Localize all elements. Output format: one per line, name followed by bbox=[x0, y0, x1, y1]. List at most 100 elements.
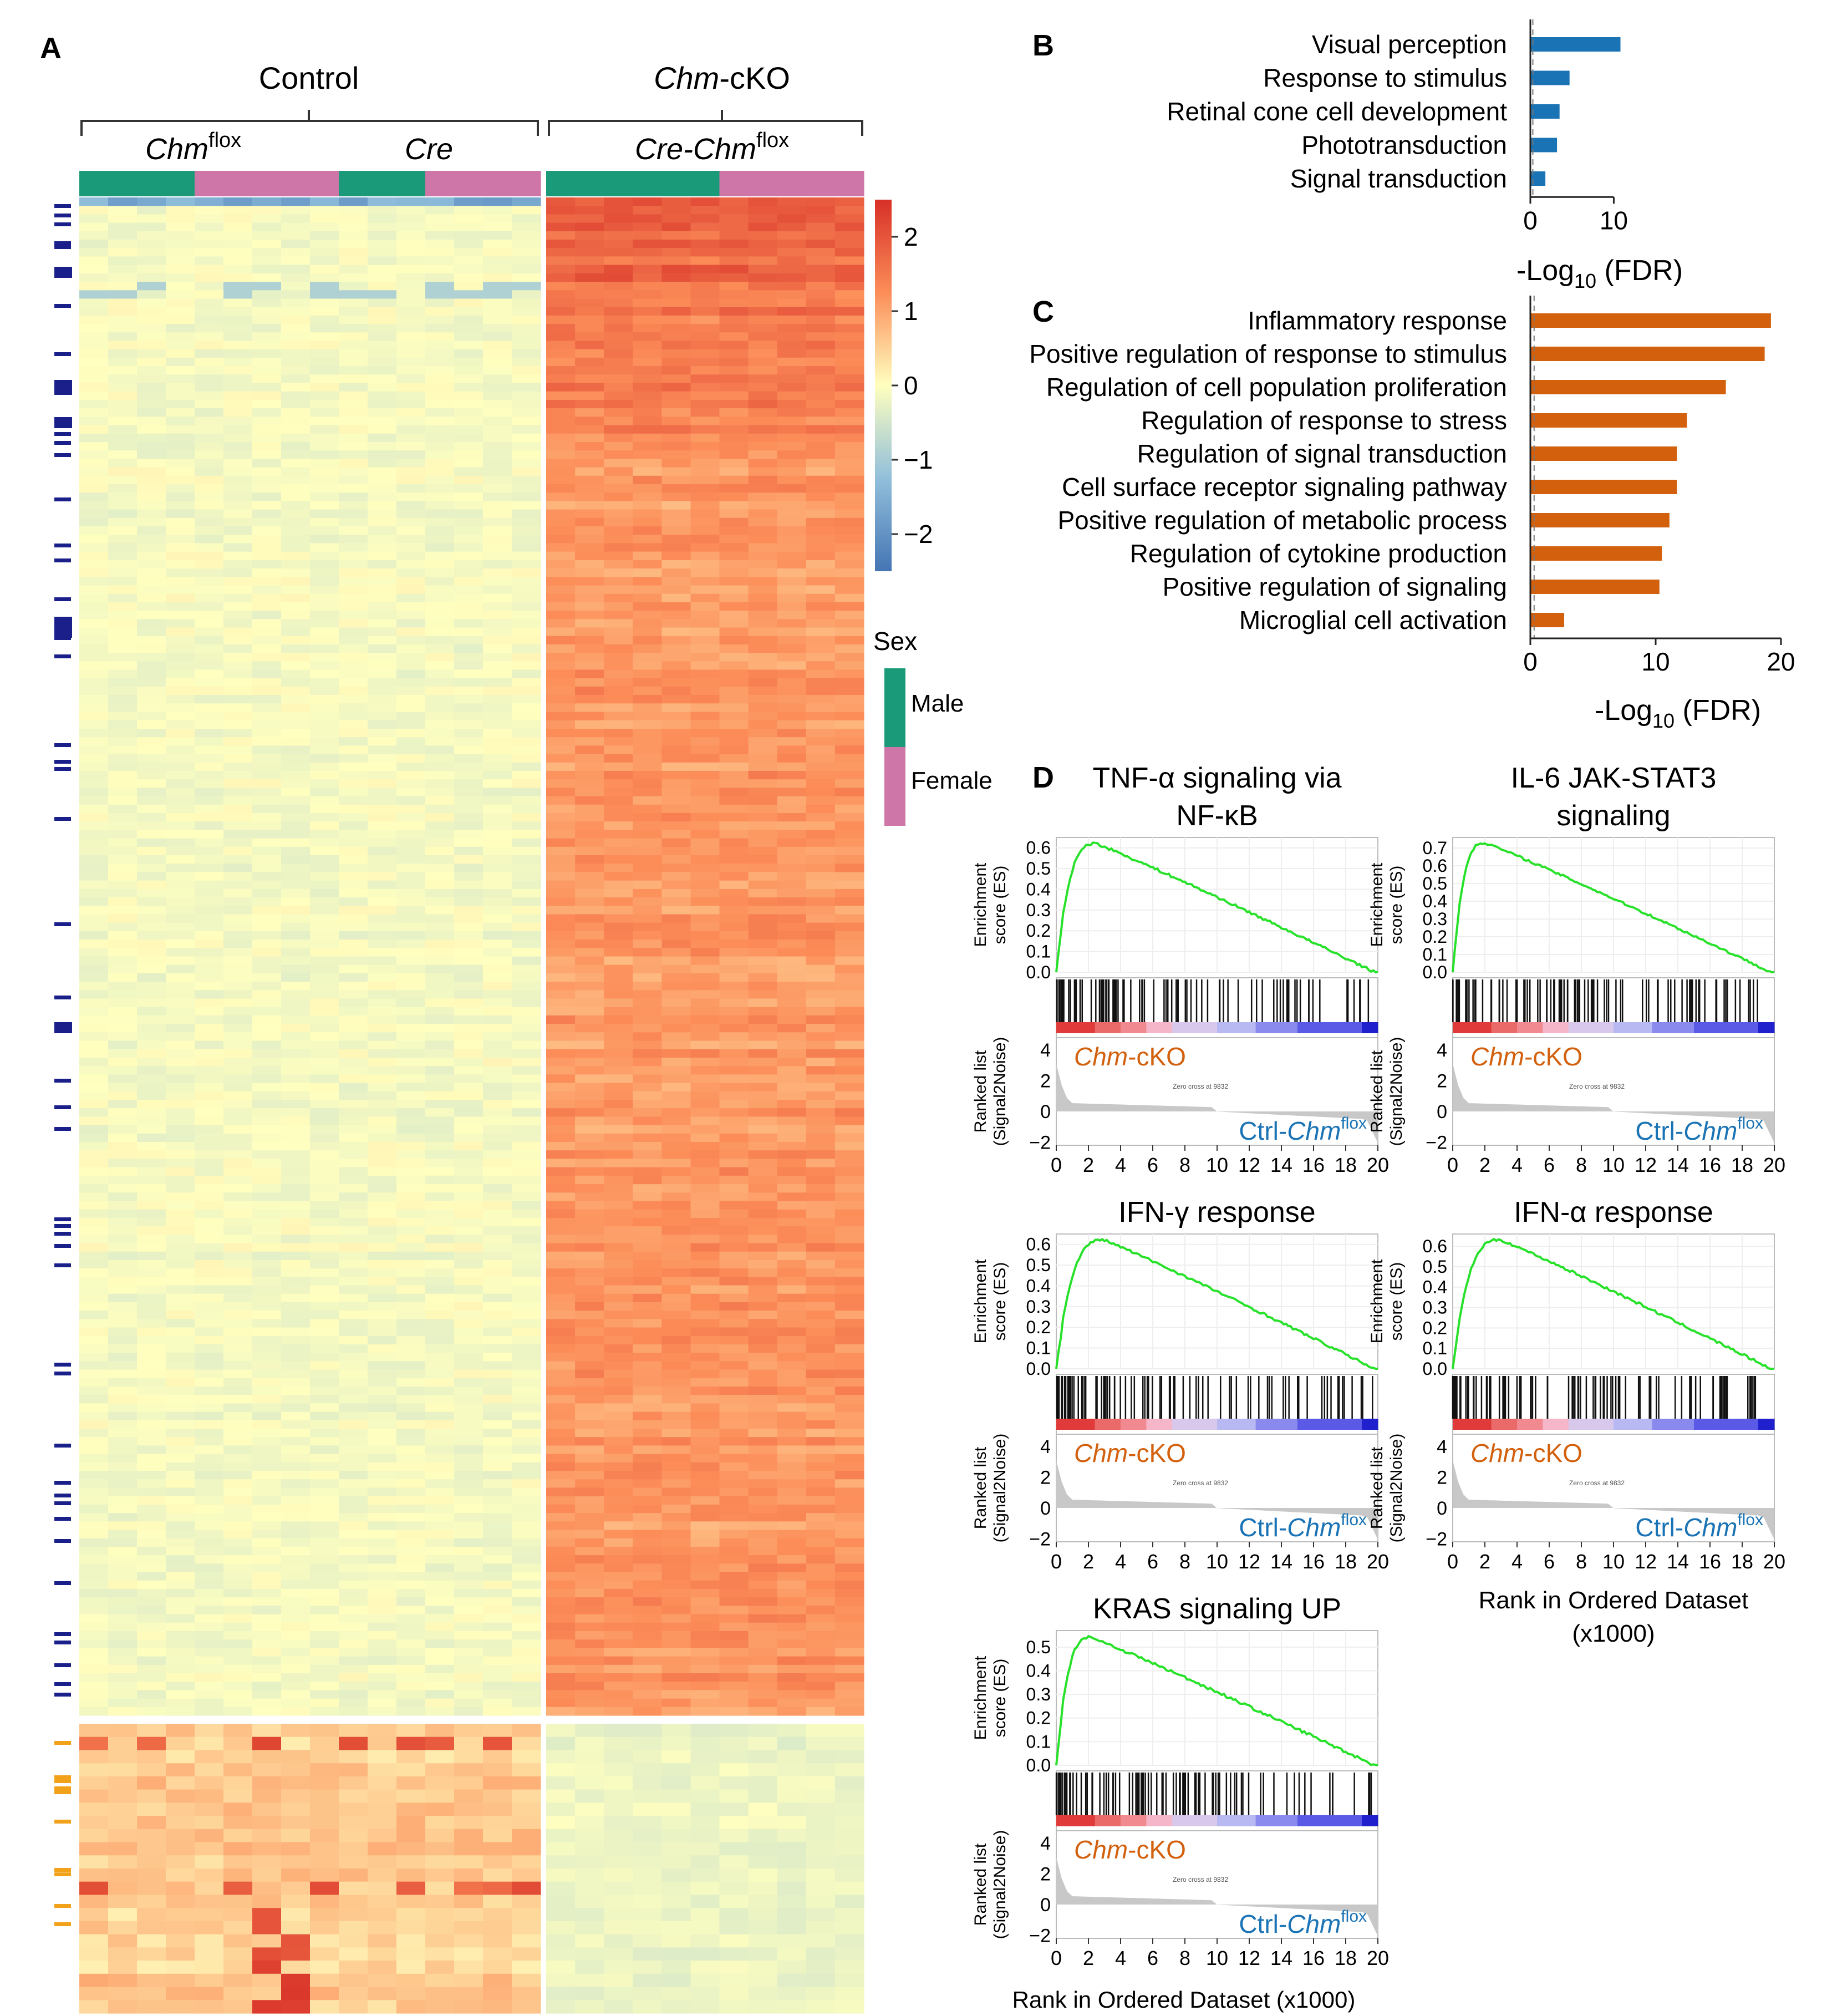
heatmap-cell bbox=[195, 399, 224, 409]
heatmap-cell bbox=[79, 712, 109, 721]
heatmap-cell bbox=[425, 636, 455, 645]
heatmap-cell bbox=[661, 1855, 691, 1869]
heatmap-cell bbox=[223, 1217, 253, 1227]
heatmap-cell bbox=[79, 1277, 109, 1286]
heatmap-cell bbox=[252, 653, 282, 662]
heatmap-cell bbox=[575, 1639, 604, 1648]
heatmap-cell bbox=[310, 273, 339, 282]
heatmap-cell bbox=[252, 644, 282, 653]
heatmap-cell bbox=[281, 830, 311, 839]
heatmap-cell bbox=[281, 661, 311, 671]
heatmap-cell bbox=[604, 1445, 633, 1455]
heatmap-cell bbox=[252, 425, 282, 434]
heatmap-cell bbox=[195, 425, 224, 434]
heatmap-cell bbox=[661, 526, 691, 535]
heatmap-cell bbox=[483, 720, 512, 729]
heatmap-cell bbox=[166, 459, 195, 468]
heatmap-cell bbox=[310, 619, 339, 628]
heatmap-cell bbox=[512, 1546, 541, 1556]
heatmap-cell bbox=[195, 1125, 224, 1134]
heatmap-cell bbox=[512, 467, 541, 476]
heatmap-cell bbox=[661, 1335, 691, 1345]
heatmap-cell bbox=[223, 1209, 253, 1218]
heatmap-cell bbox=[223, 357, 253, 367]
heatmap-cell bbox=[195, 265, 224, 274]
heatmap-cell bbox=[108, 1987, 138, 2000]
heatmap-cell bbox=[546, 391, 576, 400]
heatmap-cell bbox=[137, 1656, 166, 1665]
heatmap-cell bbox=[368, 568, 397, 577]
heatmap-cell bbox=[604, 1293, 633, 1303]
heatmap-cell bbox=[108, 1656, 138, 1665]
heatmap-cell bbox=[339, 197, 368, 206]
heatmap-cell bbox=[166, 1285, 195, 1294]
heatmap-cell bbox=[108, 1724, 138, 1738]
heatmap-cell bbox=[108, 341, 138, 350]
heatmap-cell bbox=[425, 366, 455, 375]
heatmap-cell bbox=[777, 231, 807, 240]
heatmap-cell bbox=[719, 897, 749, 906]
heatmap-cell bbox=[310, 627, 339, 637]
heatmap-cell bbox=[604, 298, 633, 308]
heatmap-cell bbox=[661, 273, 691, 282]
heatmap-cell bbox=[425, 1829, 455, 1843]
heatmap-cell bbox=[252, 1479, 282, 1488]
heatmap-cell bbox=[108, 1750, 138, 1764]
heatmap-cell bbox=[604, 1664, 633, 1674]
heatmap-cell bbox=[575, 1175, 604, 1185]
heatmap-cell bbox=[281, 450, 311, 459]
heatmap-cell bbox=[575, 1462, 604, 1471]
heatmap-cell bbox=[79, 729, 109, 738]
heatmap-cell bbox=[633, 1133, 662, 1142]
heatmap-cell bbox=[310, 459, 339, 468]
heatmap-cell bbox=[223, 509, 253, 519]
heatmap-cell bbox=[483, 754, 512, 763]
heatmap-cell bbox=[512, 1235, 541, 1244]
heatmap-cell bbox=[310, 1024, 339, 1033]
heatmap-cell bbox=[195, 240, 224, 248]
heatmap-cell bbox=[339, 636, 368, 645]
heatmap-cell bbox=[310, 1908, 339, 1922]
heatmap-cell bbox=[777, 661, 807, 671]
heatmap-cell bbox=[425, 399, 455, 409]
heatmap-cell bbox=[483, 661, 512, 671]
heatmap-cell bbox=[719, 1327, 749, 1337]
heatmap-cell bbox=[483, 838, 512, 847]
heatmap-cell bbox=[633, 366, 662, 375]
heatmap-cell bbox=[604, 906, 633, 915]
heatmap-cell bbox=[310, 1226, 339, 1235]
heatmap-cell bbox=[575, 712, 604, 721]
heatmap-cell bbox=[368, 526, 397, 535]
heatmap-cell bbox=[546, 1789, 576, 1803]
heatmap-cell bbox=[137, 1302, 166, 1311]
heatmap-cell bbox=[281, 1462, 311, 1471]
heatmap-cell bbox=[546, 1842, 576, 1856]
heatmap-cell bbox=[108, 1395, 138, 1404]
heatmap-cell bbox=[777, 526, 807, 535]
heatmap-cell bbox=[137, 1159, 166, 1168]
heatmap-cell bbox=[748, 1066, 778, 1075]
heatmap-cell bbox=[166, 1707, 195, 1716]
heatmap-cell bbox=[748, 627, 778, 637]
heatmap-cell bbox=[661, 1235, 691, 1244]
heatmap-cell bbox=[777, 754, 807, 763]
heatmap-cell bbox=[108, 1344, 138, 1353]
heatmap-cell bbox=[748, 745, 778, 755]
heatmap-cell bbox=[281, 1750, 311, 1764]
heatmap-cell bbox=[368, 762, 397, 771]
heatmap-cell bbox=[483, 619, 512, 628]
heatmap-cell bbox=[368, 703, 397, 713]
heatmap-cell bbox=[719, 1580, 749, 1590]
heatmap-cell bbox=[748, 1707, 778, 1716]
heatmap-cell bbox=[483, 517, 512, 527]
heatmap-cell bbox=[195, 206, 224, 215]
heatmap-cell bbox=[483, 1947, 512, 1961]
heatmap-cell bbox=[690, 796, 720, 805]
heatmap-cell bbox=[339, 1083, 368, 1092]
heatmap-cell bbox=[166, 669, 195, 679]
heatmap-cell bbox=[223, 1049, 253, 1058]
heatmap-cell bbox=[748, 1361, 778, 1370]
heatmap-cell bbox=[748, 231, 778, 240]
heatmap-cell bbox=[748, 1285, 778, 1294]
heatmap-cell bbox=[425, 492, 455, 501]
